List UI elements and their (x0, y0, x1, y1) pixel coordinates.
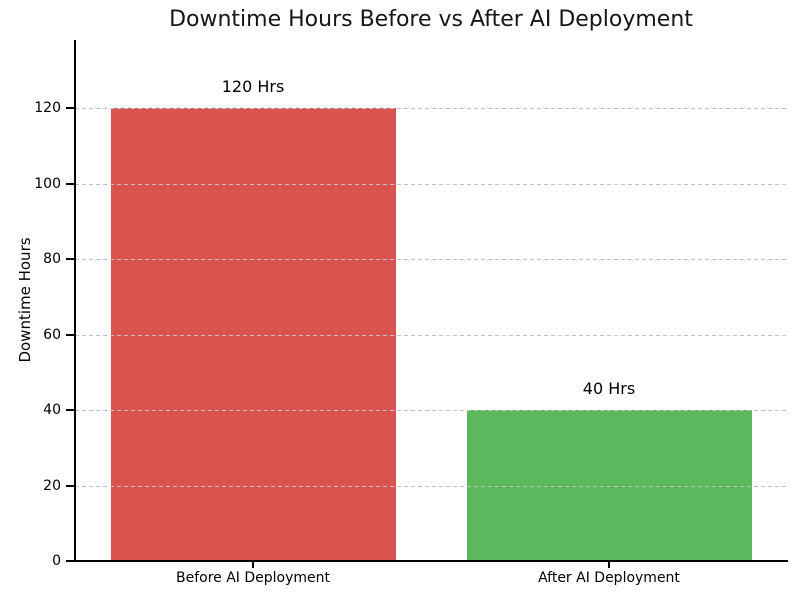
y-tick-label: 60 (43, 326, 61, 343)
y-tick-mark (66, 333, 74, 336)
x-tick-mark (608, 562, 610, 568)
x-tick-label: Before AI Deployment (175, 570, 330, 586)
gridline (75, 183, 787, 185)
gridline (75, 485, 787, 487)
gridline (75, 108, 787, 109)
y-tick-label: 120 (34, 100, 61, 116)
y-tick-label: 20 (43, 477, 61, 494)
plot-area: 120 Hrs Before AI Deployment 40 Hrs After A… (34, 40, 788, 586)
bar-value-label: 120 Hrs (221, 77, 285, 96)
x-tick-label: After AI Deployment (538, 570, 680, 586)
y-tick-label: 40 (43, 402, 61, 418)
gridline (75, 259, 787, 260)
y-tick-mark (66, 182, 74, 185)
y-tick-label: 100 (34, 175, 61, 192)
y-tick-mark (66, 484, 74, 487)
gridline (75, 410, 787, 411)
y-tick-mark (66, 107, 74, 109)
bar-value-label: 40 Hrs (582, 379, 636, 398)
chart-title: Downtime Hours Before vs After AI Deploy… (169, 7, 693, 32)
x-tick-mark (252, 562, 254, 568)
y-tick-label: 80 (43, 251, 61, 267)
y-tick-mark (66, 560, 74, 562)
y-tick-mark (66, 258, 74, 260)
y-tick-mark (66, 409, 74, 411)
y-axis-spine (74, 40, 76, 562)
y-tick-label: 0 (52, 553, 61, 569)
gridline (75, 334, 787, 336)
x-axis-spine (74, 560, 788, 562)
